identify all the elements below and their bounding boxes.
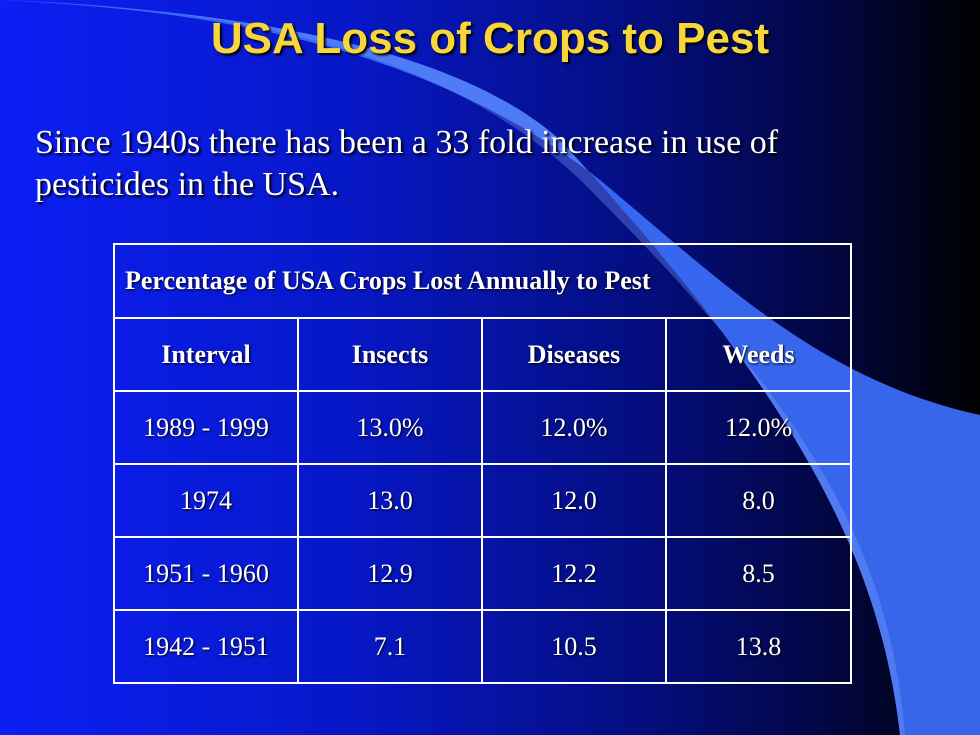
header-weeds: Weeds bbox=[664, 317, 853, 392]
cell-weeds: 13.8 bbox=[664, 609, 853, 684]
table-row: 1974 13.0 12.0 8.0 bbox=[113, 463, 853, 538]
cell-insects: 7.1 bbox=[297, 609, 483, 684]
cell-insects: 12.9 bbox=[297, 536, 483, 611]
slide-subtitle: Since 1940s there has been a 33 fold inc… bbox=[35, 122, 915, 206]
subtitle-line-2: pesticides in the USA. bbox=[35, 166, 340, 203]
cell-diseases: 12.2 bbox=[481, 536, 667, 611]
cell-interval: 1942 - 1951 bbox=[113, 609, 299, 684]
cell-weeds: 12.0% bbox=[664, 390, 853, 465]
cell-weeds: 8.5 bbox=[664, 536, 853, 611]
cell-interval: 1989 - 1999 bbox=[113, 390, 299, 465]
header-diseases: Diseases bbox=[481, 317, 667, 392]
cell-diseases: 10.5 bbox=[481, 609, 667, 684]
table-row: 1942 - 1951 7.1 10.5 13.8 bbox=[113, 609, 853, 684]
table-row: 1989 - 1999 13.0% 12.0% 12.0% bbox=[113, 390, 853, 465]
cell-interval: 1951 - 1960 bbox=[113, 536, 299, 611]
cell-insects: 13.0 bbox=[297, 463, 483, 538]
cell-interval: 1974 bbox=[113, 463, 299, 538]
cell-diseases: 12.0 bbox=[481, 463, 667, 538]
crop-loss-table: Percentage of USA Crops Lost Annually to… bbox=[112, 243, 853, 684]
cell-diseases: 12.0% bbox=[481, 390, 667, 465]
cell-weeds: 8.0 bbox=[664, 463, 853, 538]
table-row: 1951 - 1960 12.9 12.2 8.5 bbox=[113, 536, 853, 611]
cell-insects: 13.0% bbox=[297, 390, 483, 465]
subtitle-line-1: Since 1940s there has been a 33 fold inc… bbox=[35, 124, 779, 161]
table-header-row: Interval Insects Diseases Weeds bbox=[113, 317, 853, 392]
table-caption-row: Percentage of USA Crops Lost Annually to… bbox=[112, 243, 853, 319]
table-caption: Percentage of USA Crops Lost Annually to… bbox=[112, 243, 853, 319]
slide-title: USA Loss of Crops to Pest bbox=[210, 14, 770, 63]
header-interval: Interval bbox=[113, 317, 299, 392]
header-insects: Insects bbox=[297, 317, 483, 392]
